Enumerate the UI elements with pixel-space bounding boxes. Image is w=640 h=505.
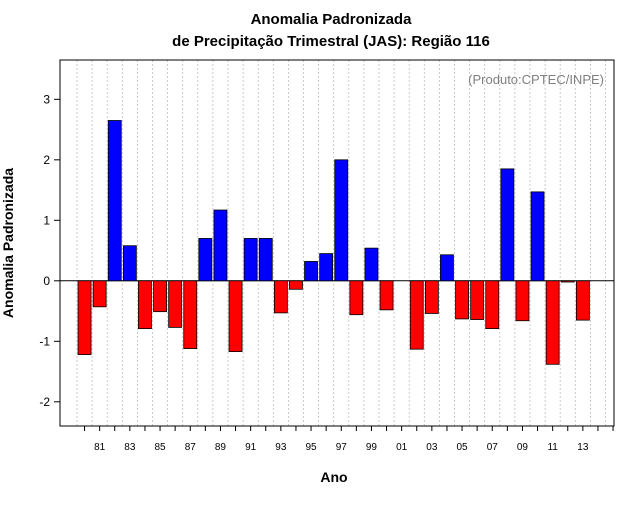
bar-08: [500, 168, 515, 282]
y-tick-label: 1: [43, 213, 50, 227]
bar-11: [545, 280, 560, 365]
x-tick-label: 87: [185, 442, 197, 453]
x-tick-label: 91: [245, 442, 257, 453]
x-tick-label: 93: [275, 442, 287, 453]
x-tick-label: 05: [456, 442, 468, 453]
y-tick-label: 0: [43, 274, 50, 288]
credit-text: (Produto:CPTEC/INPE): [468, 72, 604, 87]
x-tick-label: 95: [305, 442, 317, 453]
bar-96: [319, 253, 334, 282]
x-tick-label: 97: [336, 442, 348, 453]
bar-10: [530, 191, 545, 282]
bar-98: [349, 280, 364, 316]
chart-title: Anomalia Padronizada: [251, 11, 413, 28]
x-tick-label: 01: [396, 442, 408, 453]
x-tick-label: 03: [426, 442, 438, 453]
y-axis-label: Anomalia Padronizada: [0, 168, 16, 318]
bar-82: [107, 120, 122, 282]
chart-subtitle: de Precipitação Trimestral (JAS): Região…: [172, 33, 490, 50]
bar-83: [122, 245, 137, 282]
y-axis: -2 -1 0 1 2 3: [39, 92, 60, 409]
x-tick-label: 07: [487, 442, 499, 453]
bar-87: [183, 280, 198, 349]
bar-06: [470, 280, 485, 320]
bar-92: [258, 238, 273, 282]
bar-81: [92, 280, 107, 308]
bar-07: [485, 280, 500, 329]
bar-97: [334, 159, 349, 282]
y-tick-label: -1: [39, 334, 50, 348]
bar-13: [575, 280, 590, 321]
bar-88: [198, 238, 213, 282]
bar-05: [455, 280, 469, 320]
bar-94: [289, 280, 303, 290]
y-tick-label: -2: [39, 395, 50, 409]
x-tick-label: 09: [517, 442, 529, 453]
bar-89: [213, 209, 228, 282]
x-axis: 81 83 85 87 89 91 93 95 97 99 01 03 05 07 09 11 13: [84, 426, 614, 453]
x-tick-label: 85: [154, 442, 166, 453]
x-axis-label: Ano: [320, 469, 347, 485]
bar-09: [515, 280, 530, 322]
x-tick-label: 81: [94, 442, 106, 453]
y-tick-label: 2: [43, 153, 50, 167]
bar-04: [440, 254, 454, 282]
x-tick-label: 89: [215, 442, 227, 453]
bar-95: [304, 261, 318, 282]
x-tick-label: 83: [124, 442, 136, 453]
bar-12: [560, 280, 575, 283]
y-tick-label: 3: [43, 92, 50, 106]
grid-lines: [76, 60, 606, 426]
bar-80: [77, 280, 92, 356]
bars: [77, 120, 590, 365]
bar-90: [228, 280, 243, 352]
bar-84: [138, 280, 152, 329]
plot-frame: [59, 59, 615, 427]
bar-86: [168, 280, 183, 328]
x-tick-label: 11: [547, 442, 558, 453]
bar-93: [273, 280, 288, 314]
bar-85: [153, 280, 167, 313]
x-tick-label: 99: [366, 442, 378, 453]
bar-00: [379, 280, 394, 311]
bar-91: [243, 238, 258, 282]
x-tick-label: 13: [577, 442, 589, 453]
bar-02: [409, 280, 424, 350]
bar-03: [424, 280, 439, 314]
bar-99: [364, 247, 379, 282]
